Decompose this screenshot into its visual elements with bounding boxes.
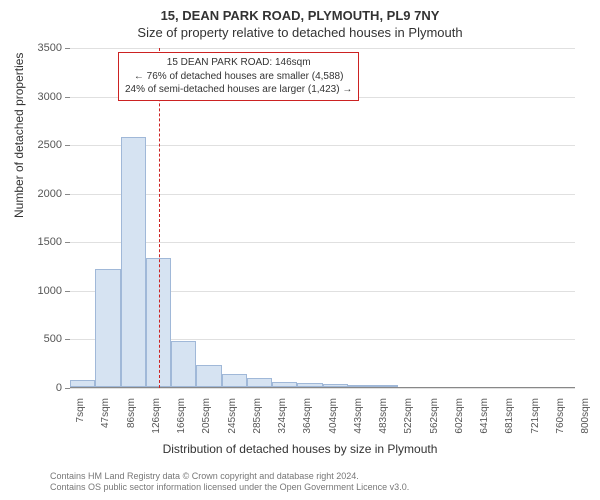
histogram-bar [171,341,196,387]
ytick-label: 500 [22,333,62,345]
xtick-label: 205sqm [201,398,212,443]
ytick-label: 2500 [22,139,62,151]
ytick-mark [65,194,70,195]
xtick-label: 483sqm [378,398,389,443]
annotation-line3: 24% of semi-detached houses are larger (… [125,83,352,97]
histogram-bar [247,378,272,387]
ytick-mark [65,48,70,49]
ytick-mark [65,388,70,389]
gridline [70,48,575,49]
xtick-label: 443sqm [353,398,364,443]
ytick-label: 3500 [22,42,62,54]
ytick-label: 0 [22,382,62,394]
xtick-label: 324sqm [277,398,288,443]
ytick-label: 2000 [22,188,62,200]
xtick-label: 760sqm [555,398,566,443]
gridline [70,194,575,195]
chart-title-main: 15, DEAN PARK ROAD, PLYMOUTH, PL9 7NY [0,0,600,23]
annotation-line2: ← 76% of detached houses are smaller (4,… [125,70,352,84]
xtick-label: 86sqm [126,398,137,443]
ytick-mark [65,97,70,98]
gridline [70,145,575,146]
histogram-bar [272,382,297,387]
gridline [70,242,575,243]
ytick-mark [65,242,70,243]
xtick-label: 641sqm [479,398,490,443]
xtick-label: 7sqm [75,398,86,443]
xtick-label: 681sqm [504,398,515,443]
ytick-mark [65,339,70,340]
xtick-label: 285sqm [252,398,263,443]
chart-title-sub: Size of property relative to detached ho… [0,23,600,40]
histogram-bar [323,384,348,387]
xtick-label: 721sqm [530,398,541,443]
histogram-bar [222,374,247,387]
histogram-bar [297,383,322,387]
xtick-label: 47sqm [100,398,111,443]
xtick-label: 522sqm [403,398,414,443]
histogram-bar [348,385,373,387]
annotation-box: 15 DEAN PARK ROAD: 146sqm ← 76% of detac… [118,52,359,101]
xtick-label: 245sqm [227,398,238,443]
histogram-bar [95,269,120,388]
x-axis-label: Distribution of detached houses by size … [0,442,600,456]
footer-line2: Contains OS public sector information li… [50,482,409,494]
xtick-label: 562sqm [429,398,440,443]
gridline [70,388,575,389]
xtick-label: 602sqm [454,398,465,443]
ytick-label: 1000 [22,285,62,297]
histogram-bar [196,365,221,387]
xtick-label: 126sqm [151,398,162,443]
footer: Contains HM Land Registry data © Crown c… [50,471,409,494]
annotation-line1: 15 DEAN PARK ROAD: 146sqm [125,56,352,70]
xtick-label: 404sqm [328,398,339,443]
ytick-mark [65,291,70,292]
ytick-mark [65,145,70,146]
histogram-bar [373,385,398,387]
chart-area: 15 DEAN PARK ROAD: 146sqm ← 76% of detac… [70,48,575,388]
xtick-label: 800sqm [580,398,591,443]
xtick-label: 364sqm [302,398,313,443]
histogram-bar [70,380,95,387]
histogram-bar [121,137,146,387]
xtick-label: 166sqm [176,398,187,443]
ytick-label: 3000 [22,91,62,103]
ytick-label: 1500 [22,236,62,248]
footer-line1: Contains HM Land Registry data © Crown c… [50,471,409,483]
